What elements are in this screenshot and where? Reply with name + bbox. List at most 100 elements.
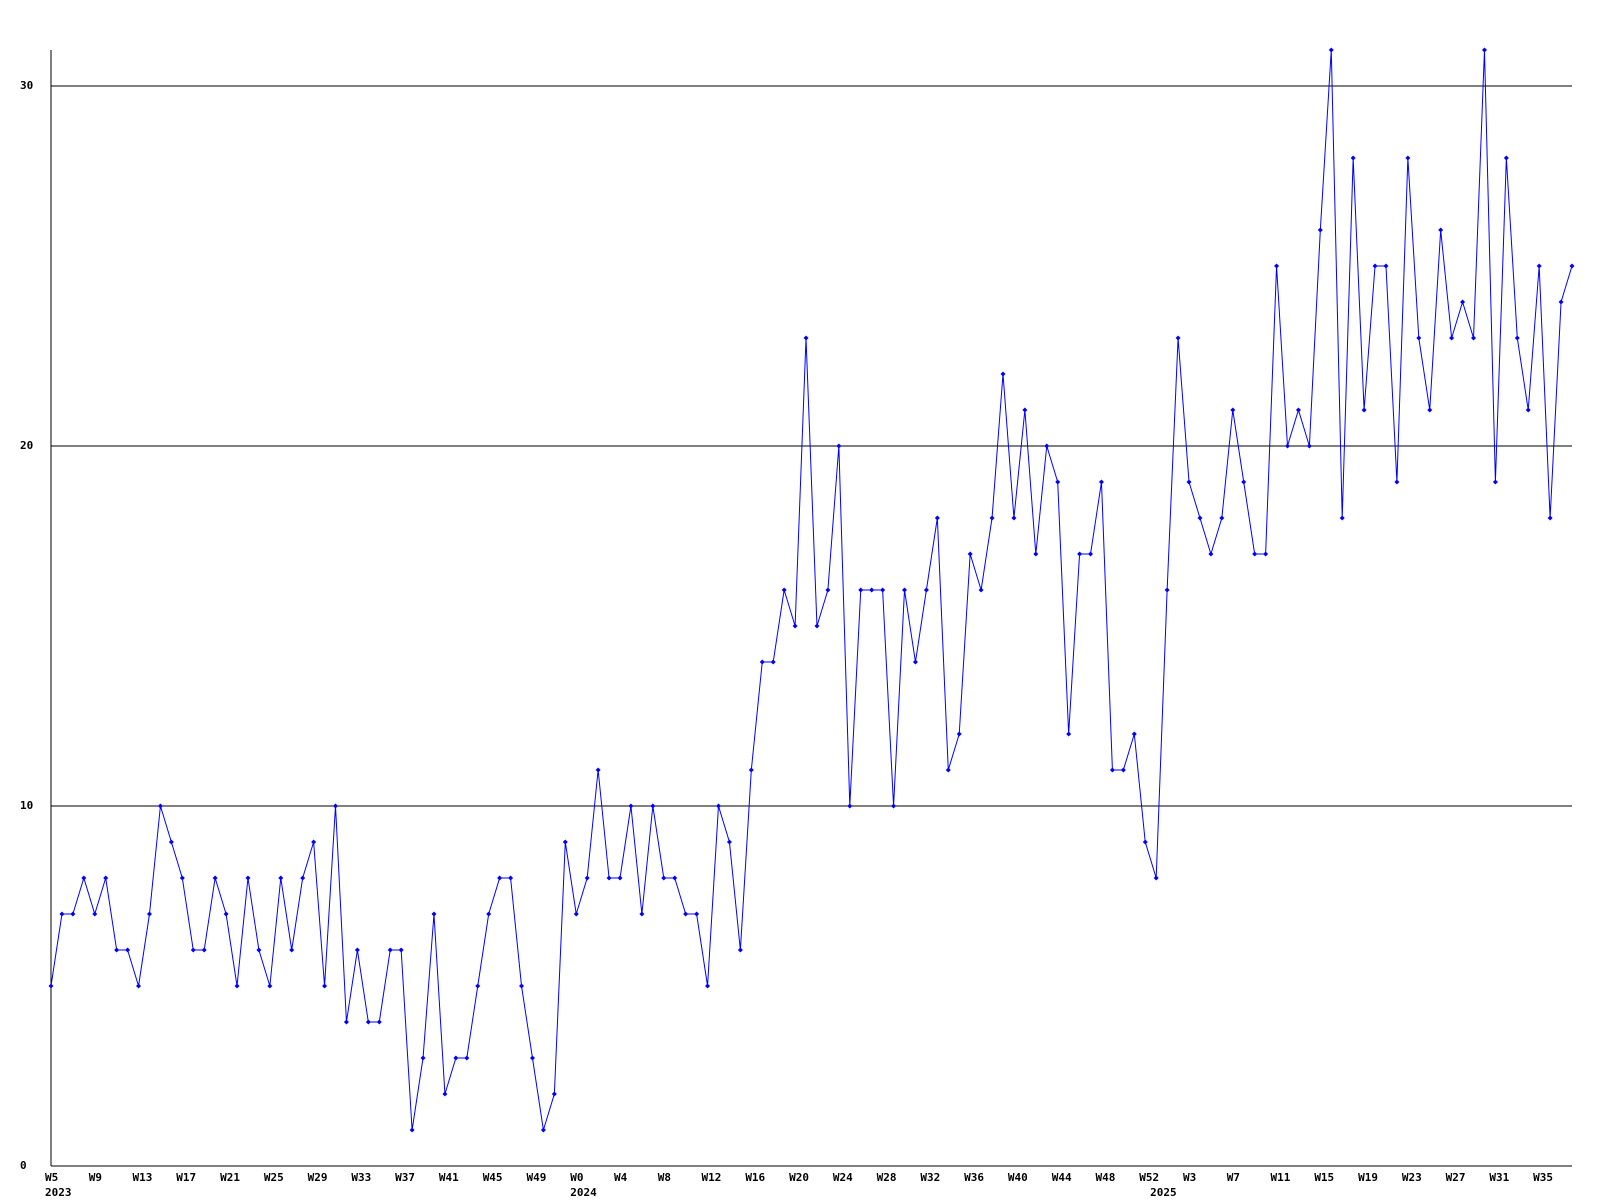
x-tick-label: W31	[1489, 1171, 1509, 1184]
x-tick-label: W15	[1314, 1171, 1334, 1184]
point-marker	[146, 911, 152, 917]
year-label: 2025	[1150, 1186, 1177, 1199]
point-marker	[1492, 479, 1498, 485]
point-marker	[442, 1091, 448, 1097]
point-marker	[420, 1055, 426, 1061]
point-marker	[902, 587, 908, 593]
point-marker	[836, 443, 842, 449]
point-marker	[1033, 551, 1039, 557]
point-marker	[1044, 443, 1050, 449]
point-marker	[551, 1091, 557, 1097]
point-marker	[114, 947, 120, 953]
point-marker	[1306, 443, 1312, 449]
point-marker	[1077, 551, 1083, 557]
x-tick-label: W19	[1358, 1171, 1378, 1184]
point-marker	[1109, 767, 1115, 773]
x-tick-label: W52	[1139, 1171, 1159, 1184]
point-marker	[48, 983, 54, 989]
point-marker	[945, 767, 951, 773]
point-marker	[847, 803, 853, 809]
x-tick-label: W7	[1227, 1171, 1240, 1184]
point-marker	[934, 515, 940, 521]
point-marker	[322, 983, 328, 989]
x-tick-label: W36	[964, 1171, 984, 1184]
point-marker	[617, 875, 623, 881]
point-marker	[81, 875, 87, 881]
point-marker	[1339, 515, 1345, 521]
point-marker	[573, 911, 579, 917]
x-tick-label: W27	[1446, 1171, 1466, 1184]
point-marker	[1536, 263, 1542, 269]
point-marker	[1361, 407, 1367, 413]
point-marker	[300, 875, 306, 881]
point-marker	[1011, 515, 1017, 521]
point-marker	[967, 551, 973, 557]
point-marker	[245, 875, 251, 881]
point-marker	[715, 803, 721, 809]
point-marker	[825, 587, 831, 593]
point-marker	[1241, 479, 1247, 485]
point-marker	[125, 947, 131, 953]
point-marker	[1274, 263, 1280, 269]
point-marker	[1503, 155, 1509, 161]
point-marker	[1569, 263, 1575, 269]
point-marker	[683, 911, 689, 917]
point-marker	[376, 1019, 382, 1025]
x-tick-label: W11	[1271, 1171, 1291, 1184]
point-marker	[1142, 839, 1148, 845]
point-marker	[1547, 515, 1553, 521]
point-marker	[661, 875, 667, 881]
x-tick-label: W20	[789, 1171, 809, 1184]
y-tick-label: 10	[20, 799, 33, 812]
point-marker	[1153, 875, 1159, 881]
point-marker	[639, 911, 645, 917]
point-marker	[1088, 551, 1094, 557]
point-marker	[650, 803, 656, 809]
x-tick-label: W48	[1095, 1171, 1115, 1184]
point-marker	[486, 911, 492, 917]
point-marker	[1481, 47, 1487, 53]
point-marker	[136, 983, 142, 989]
point-marker	[1514, 335, 1520, 341]
point-marker	[409, 1127, 415, 1133]
point-marker	[989, 515, 995, 521]
point-marker	[508, 875, 514, 881]
x-tick-label: W29	[308, 1171, 328, 1184]
point-marker	[595, 767, 601, 773]
point-marker	[1208, 551, 1214, 557]
point-marker	[803, 335, 809, 341]
year-label: 2024	[570, 1186, 597, 1199]
series-line	[50, 49, 1573, 1131]
x-tick-label: W0	[570, 1171, 583, 1184]
point-marker	[1383, 263, 1389, 269]
point-marker	[562, 839, 568, 845]
point-marker	[354, 947, 360, 953]
point-marker	[278, 875, 284, 881]
x-tick-label: W12	[702, 1171, 722, 1184]
x-tick-label: W32	[920, 1171, 940, 1184]
point-marker	[1350, 155, 1356, 161]
x-tick-label: W25	[264, 1171, 284, 1184]
point-marker	[792, 623, 798, 629]
point-marker	[705, 983, 711, 989]
point-marker	[1164, 587, 1170, 593]
x-tick-label: W40	[1008, 1171, 1028, 1184]
point-marker	[1000, 371, 1006, 377]
point-marker	[748, 767, 754, 773]
y-tick-label: 30	[20, 79, 33, 92]
point-marker	[267, 983, 273, 989]
point-marker	[672, 875, 678, 881]
point-marker	[179, 875, 185, 881]
x-tick-label: W35	[1533, 1171, 1553, 1184]
point-marker	[256, 947, 262, 953]
point-marker	[584, 875, 590, 881]
point-marker	[343, 1019, 349, 1025]
point-marker	[1295, 407, 1301, 413]
x-tick-label: W16	[745, 1171, 765, 1184]
point-marker	[1186, 479, 1192, 485]
point-marker	[1328, 47, 1334, 53]
point-marker	[1197, 515, 1203, 521]
year-label: 2023	[45, 1186, 72, 1199]
point-marker	[1317, 227, 1323, 233]
